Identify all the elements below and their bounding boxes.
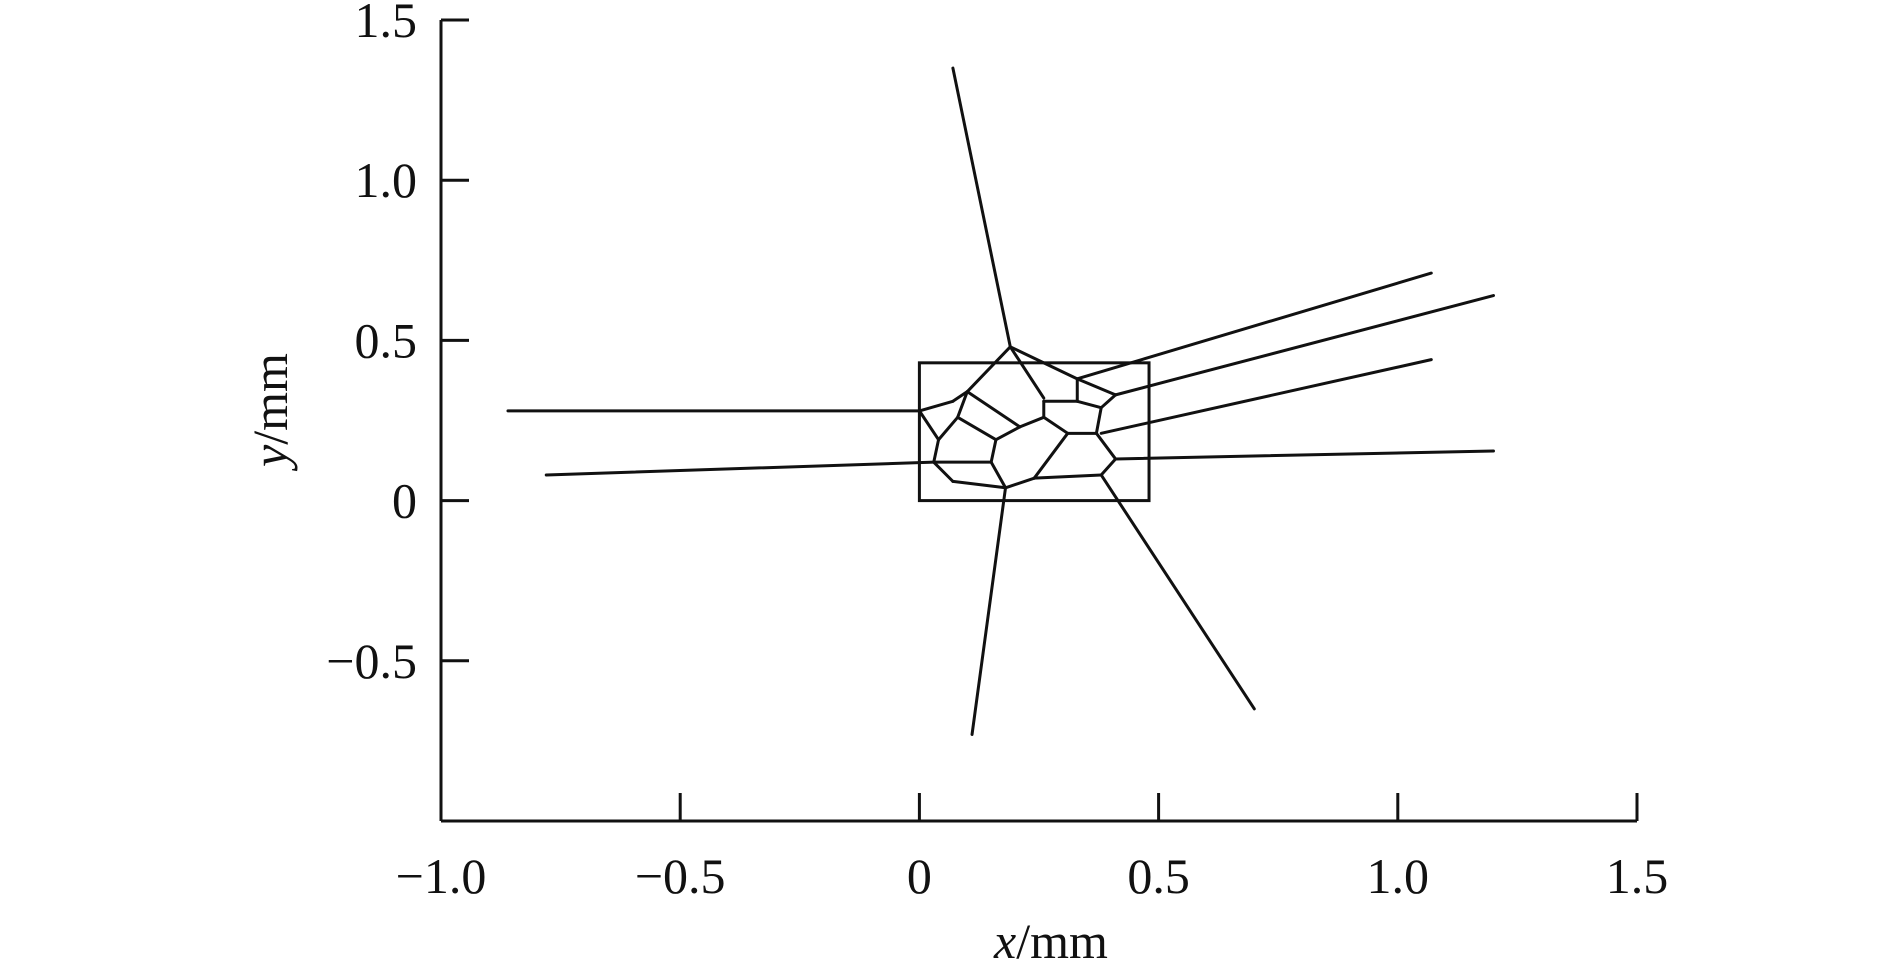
edge-line [1099, 393, 1118, 410]
y-tick-label: −0.5 [326, 633, 417, 689]
y-tick-label: 1.0 [355, 152, 418, 208]
edge-line [1099, 457, 1118, 477]
edge-line [1004, 476, 1036, 490]
edge-line [1094, 431, 1118, 461]
edges-group [506, 66, 1495, 736]
edge-line [951, 390, 969, 403]
edge-line [1032, 473, 1103, 480]
edge-line [1008, 345, 1079, 381]
y-tick-label: 0.5 [355, 312, 418, 368]
edge-line [956, 390, 969, 419]
edge-line [1099, 358, 1433, 435]
domain-rectangle-group [917, 361, 1151, 503]
y-tick-label: 1.5 [355, 0, 418, 48]
edge-line [951, 66, 1012, 349]
domain-rectangle [917, 361, 1151, 503]
edge-line [1099, 473, 1256, 711]
edge-line [994, 425, 1022, 442]
edge-line [544, 460, 936, 477]
x-tick-label: 0 [907, 848, 932, 904]
edge-line [1008, 345, 1046, 400]
edge-line [932, 438, 941, 464]
y-tick-label: 0 [392, 473, 417, 529]
x-tick-label: 1.5 [1606, 848, 1669, 904]
x-tick-label: 0.5 [1127, 848, 1190, 904]
edge-line [951, 479, 1008, 490]
x-tick-label: −1.0 [396, 848, 487, 904]
edge-line [956, 415, 998, 442]
edge-line [989, 438, 998, 464]
y-axis-title: y/mm [242, 353, 298, 472]
edge-line [1018, 415, 1046, 429]
ticks-group: −1.0 −0.5 0 0.5 1.0 1.5 −0.5 0 0.5 1.0 1.5 [326, 0, 1668, 904]
edge-line [1114, 449, 1495, 461]
edge-line [917, 399, 955, 413]
edge-line [970, 486, 1008, 736]
edge-line [965, 345, 1012, 394]
axes [439, 20, 1637, 823]
edge-line [1114, 294, 1495, 397]
x-axis-title: x/mm [993, 913, 1108, 969]
edge-line [989, 460, 1008, 490]
edge-line [1075, 271, 1433, 381]
edge-line [1032, 431, 1070, 480]
edge-line [1042, 415, 1070, 435]
edge-line [1075, 377, 1118, 397]
edge-line [1075, 399, 1103, 410]
edge-line [937, 415, 960, 442]
x-tick-label: −0.5 [635, 848, 726, 904]
edge-line [932, 460, 955, 483]
x-tick-label: 1.0 [1367, 848, 1430, 904]
edge-line [965, 390, 1022, 429]
edge-line [917, 409, 941, 442]
edge-line [1094, 406, 1103, 435]
